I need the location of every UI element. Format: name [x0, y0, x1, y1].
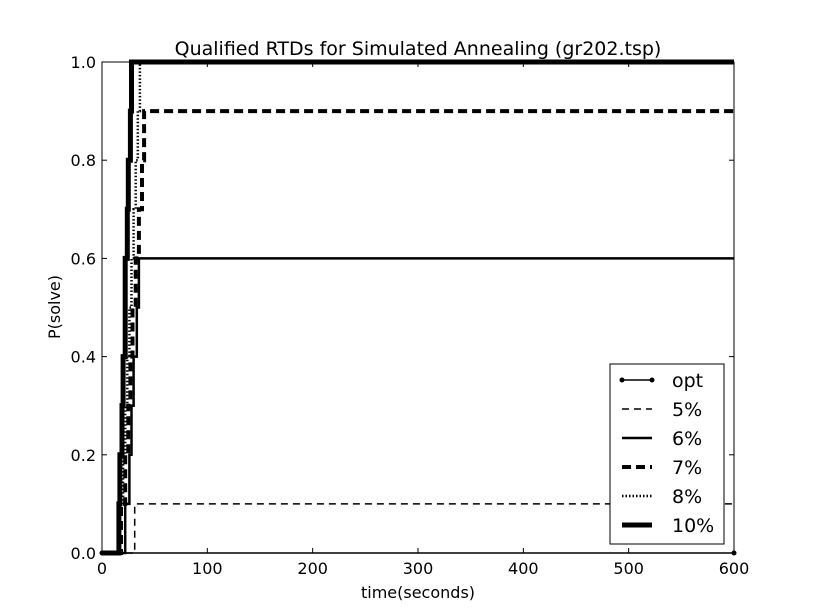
legend-label-10pct: 10% — [672, 515, 714, 537]
legend-label-5pct: 5% — [672, 399, 702, 421]
x-tick-label: 400 — [508, 559, 539, 578]
x-tick-label: 0 — [97, 559, 107, 578]
legend-marker-opt — [649, 377, 655, 383]
chart-title: Qualified RTDs for Simulated Annealing (… — [175, 38, 662, 60]
y-tick-label: 0.6 — [71, 249, 96, 268]
y-tick-label: 0.2 — [71, 446, 96, 465]
y-axis-title: P(solve) — [45, 275, 64, 339]
legend-marker-opt — [619, 377, 625, 383]
y-tick-label: 0.4 — [71, 348, 96, 367]
x-tick-label: 300 — [403, 559, 434, 578]
ticks-layer: 0 100 200 300 400 500 600 0.0 0.2 0.4 0.6 0.8 1.0 — [71, 53, 750, 578]
x-tick-label: 200 — [297, 559, 328, 578]
legend: opt 5% 6% 7% 8% 10% — [609, 363, 725, 545]
legend-label-8pct: 8% — [672, 486, 702, 508]
legend-label-opt: opt — [672, 370, 703, 392]
legend-box — [609, 363, 725, 545]
y-tick-label: 0.0 — [71, 544, 96, 563]
y-tick-label: 0.8 — [71, 151, 96, 170]
series-line-8pct — [102, 60, 734, 555]
legend-label-6pct: 6% — [672, 428, 702, 450]
series-line-7pct — [102, 109, 734, 555]
x-tick-label: 600 — [719, 559, 750, 578]
series-line-10pct — [102, 59, 734, 556]
x-axis-title: time(seconds) — [361, 583, 475, 602]
x-tick-label: 500 — [613, 559, 644, 578]
legend-label-7pct: 7% — [672, 457, 702, 479]
y-tick-label: 1.0 — [71, 53, 96, 72]
x-tick-label: 100 — [192, 559, 223, 578]
